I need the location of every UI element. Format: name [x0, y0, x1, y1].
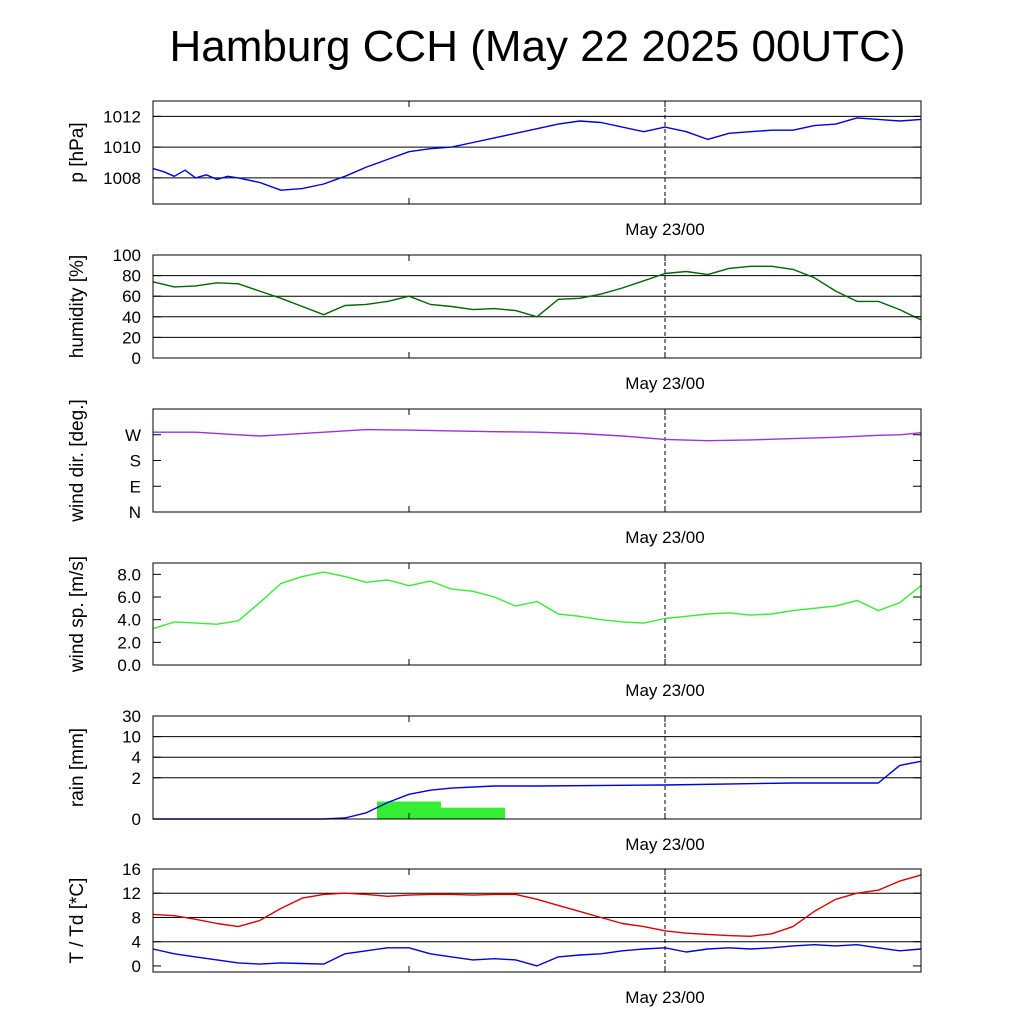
page-title: Hamburg CCH (May 22 2025 00UTC)	[169, 22, 906, 71]
rain-series-line-0	[153, 760, 922, 820]
temperature-ytick-label: 8	[132, 908, 141, 927]
rain-xtick-label: May 23/00	[625, 835, 704, 854]
humidity-frame	[152, 254, 922, 359]
rain-bar	[377, 801, 441, 819]
pressure-ytick-label: 1008	[103, 169, 141, 188]
windspeed-panel: 0.0 2.0 4.0 6.0 8.0 May 23/00 wind sp. [m/s]	[67, 556, 922, 700]
humidity-ytick-label: 40	[122, 308, 141, 327]
winddir-ylabel: wind dir. [deg.]	[67, 399, 88, 523]
windspeed-xtick-label: May 23/00	[625, 681, 704, 700]
rain-ytick-label: 2	[132, 769, 141, 788]
rain-ytick-label: 30	[122, 707, 141, 726]
temperature-ylabel: T / Td [*C]	[67, 878, 88, 964]
pressure-xtick-label: May 23/00	[625, 220, 704, 239]
humidity-ylabel: humidity [%]	[67, 255, 88, 358]
windspeed-ytick-label: 6.0	[117, 588, 141, 607]
winddir-ytick-label: S	[130, 452, 141, 471]
temperature-frame	[152, 868, 922, 973]
rain-ytick-label: 4	[132, 748, 141, 767]
rain-bar	[441, 807, 505, 819]
rain-ylabel: rain [mm]	[67, 728, 88, 807]
winddir-series-line-0	[153, 428, 922, 442]
windspeed-ytick-label: 2.0	[117, 633, 141, 652]
rain-ytick-label: 0	[132, 810, 141, 829]
pressure-ytick-label: 1012	[103, 107, 141, 126]
winddir-ytick-label: W	[125, 426, 141, 445]
pressure-panel: 1008 1010 1012 May 23/00 p [hPa]	[67, 100, 922, 239]
windspeed-ytick-label: 4.0	[117, 611, 141, 630]
winddir-ytick-label: N	[129, 503, 141, 522]
temperature-ytick-label: 16	[122, 860, 141, 879]
temperature-series-line-0	[152, 874, 922, 937]
pressure-series-line-0	[152, 117, 922, 191]
humidity-ytick-label: 80	[122, 267, 141, 286]
windspeed-ytick-label: 0.0	[117, 656, 141, 675]
winddir-frame	[152, 408, 922, 513]
humidity-ytick-label: 60	[122, 287, 141, 306]
windspeed-ylabel: wind sp. [m/s]	[67, 556, 88, 673]
humidity-ytick-label: 0	[132, 349, 141, 368]
humidity-xtick-label: May 23/00	[625, 374, 704, 393]
rain-ytick-label: 10	[122, 728, 141, 747]
pressure-ytick-label: 1010	[103, 138, 141, 157]
windspeed-frame	[152, 562, 922, 666]
rain-frame	[152, 715, 922, 820]
rain-panel: 0 2 410 30 May 23/00 rain [mm]	[67, 707, 922, 854]
windspeed-series-line-0	[152, 571, 922, 630]
winddir-xtick-label: May 23/00	[625, 528, 704, 547]
winddir-ytick-label: E	[130, 477, 141, 496]
temperature-ytick-label: 4	[132, 933, 141, 952]
humidity-ytick-label: 20	[122, 328, 141, 347]
temperature-panel: 0 4 8 12 16 May 23/00 T / Td [*C]	[67, 860, 922, 1007]
windspeed-ytick-label: 8.0	[117, 565, 141, 584]
pressure-ylabel: p [hPa]	[67, 122, 88, 182]
pressure-frame	[152, 100, 922, 205]
temperature-ytick-label: 0	[132, 957, 141, 976]
temperature-ytick-label: 12	[122, 884, 141, 903]
temperature-series-line-1	[152, 944, 922, 967]
humidity-ytick-label: 100	[113, 246, 141, 265]
humidity-series-line-0	[152, 265, 922, 321]
temperature-xtick-label: May 23/00	[625, 988, 704, 1007]
